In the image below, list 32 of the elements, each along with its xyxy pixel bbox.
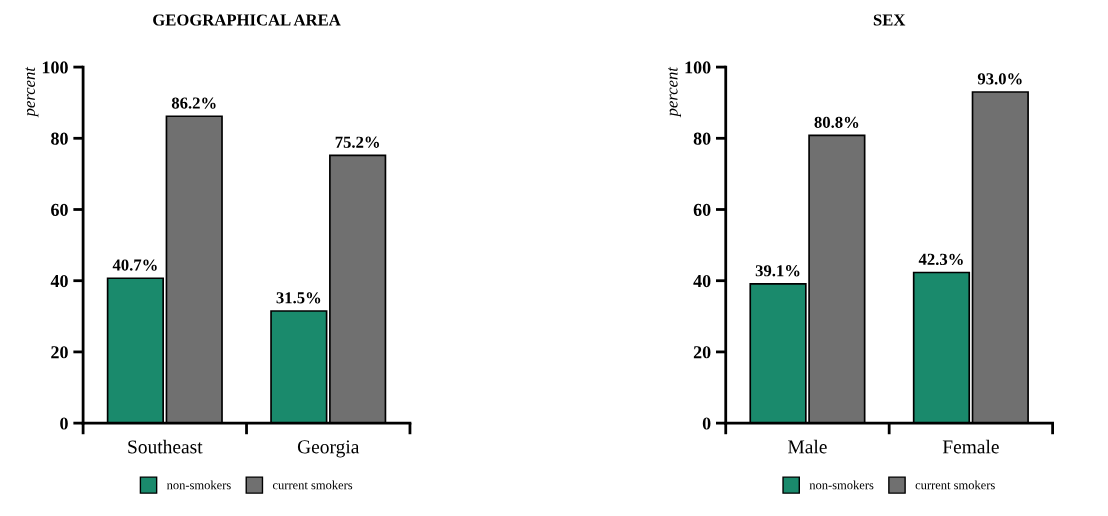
legend-label: current smokers — [272, 480, 353, 490]
data-label: 75.2% — [335, 136, 380, 148]
y-tick-label: 40 — [693, 274, 711, 288]
y-tick-label: 0 — [60, 417, 68, 430]
y-tick-label: 20 — [51, 346, 68, 359]
data-label: 40.7% — [112, 259, 157, 271]
data-label: 31.5% — [276, 292, 321, 304]
y-tick-label: 60 — [693, 203, 711, 216]
chart-title: GEOGRAPHICAL AREA — [153, 14, 341, 26]
y-tick-label: 100 — [685, 61, 711, 74]
y-tick-label: 80 — [693, 132, 711, 145]
y-axis-title: percent — [668, 66, 681, 118]
data-label: 80.8% — [814, 116, 859, 128]
y-tick-label: 80 — [51, 132, 68, 145]
x-tick-label: Male — [788, 439, 827, 454]
y-tick-label: 0 — [702, 417, 711, 430]
data-label: 39.1% — [755, 265, 800, 277]
data-label: 42.3% — [918, 253, 963, 266]
y-tick-label: 100 — [42, 61, 68, 74]
y-tick-label: 20 — [693, 346, 711, 359]
chart-title: SEX — [873, 14, 906, 26]
x-tick-label: Georgia — [297, 440, 360, 458]
data-label: 93.0% — [977, 73, 1022, 85]
y-tick-label: 60 — [51, 203, 68, 216]
legend-label: non-smokers — [166, 480, 231, 490]
legend-label: non-smokers — [809, 480, 874, 490]
legend-label: current smokers — [915, 480, 995, 490]
y-axis-title: percent — [25, 66, 39, 118]
y-tick-label: 40 — [50, 274, 68, 288]
x-tick-label: Female — [942, 439, 999, 454]
x-tick-label: Southeast — [128, 439, 203, 454]
data-label: 86.2% — [171, 97, 216, 109]
